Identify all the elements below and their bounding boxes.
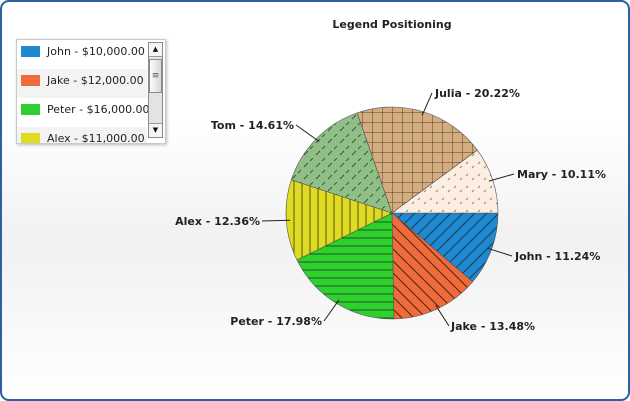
legend-label: Jake - $12,000.00 <box>47 74 144 87</box>
legend-item-alex[interactable]: Alex - $11,000.00 <box>17 127 147 144</box>
leader-line-alex <box>261 219 291 222</box>
scroll-down-button[interactable]: ▼ <box>149 123 162 137</box>
slice-label-julia: Julia - 20.22% <box>434 87 520 100</box>
pie-slice-pattern-tom <box>290 112 393 214</box>
scroll-thumb[interactable]: ≡ <box>149 59 162 93</box>
slice-label-jake: Jake - 13.48% <box>450 320 535 333</box>
slice-label-john: John - 11.24% <box>514 250 600 263</box>
legend-item-john[interactable]: John - $10,000.00 <box>17 40 147 69</box>
pie-slice-pattern-jake <box>391 212 474 320</box>
pie-slices <box>285 106 499 320</box>
pie-labels: John - 11.24% Jake - 13.48% Peter - 17.98%… <box>175 87 606 333</box>
slice-label-mary: Mary - 10.11% <box>517 168 606 181</box>
legend-scrollbar[interactable]: ▲ ≡ ▼ <box>148 42 163 138</box>
legend-label: Alex - $11,000.00 <box>47 132 145 144</box>
legend: John - $10,000.00 Jake - $12,000.00 Peter … <box>16 39 166 144</box>
leader-line-peter <box>323 299 340 322</box>
legend-label: Peter - $16,000.00 <box>47 103 150 116</box>
slice-label-peter: Peter - 17.98% <box>230 315 322 328</box>
legend-label: John - $10,000.00 <box>47 45 145 58</box>
slice-label-tom: Tom - 14.61% <box>211 119 294 132</box>
legend-swatch <box>21 104 40 115</box>
legend-swatch <box>21 75 40 86</box>
leader-line-john <box>487 247 513 257</box>
legend-item-jake[interactable]: Jake - $12,000.00 <box>17 69 147 98</box>
legend-swatch <box>21 46 40 57</box>
leader-line-julia <box>421 92 433 116</box>
legend-list: John - $10,000.00 Jake - $12,000.00 Peter … <box>17 40 150 144</box>
legend-item-peter[interactable]: Peter - $16,000.00 <box>17 98 150 127</box>
slice-label-alex: Alex - 12.36% <box>175 215 260 228</box>
leader-line-mary <box>488 173 515 182</box>
leader-line-tom <box>295 124 320 142</box>
scroll-up-button[interactable]: ▲ <box>149 43 162 57</box>
chart-title: Legend Positioning <box>332 18 452 31</box>
legend-swatch <box>21 133 40 143</box>
leader-line-jake <box>435 304 450 327</box>
